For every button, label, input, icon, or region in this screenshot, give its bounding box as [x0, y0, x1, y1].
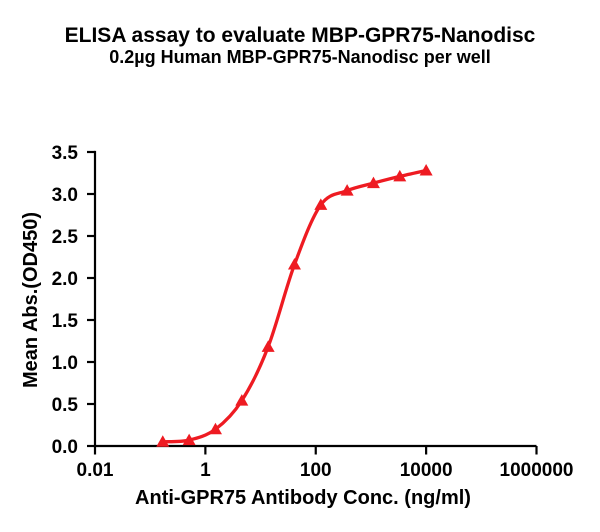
x-tick-label: 100 — [300, 460, 332, 481]
data-point-marker — [208, 422, 222, 435]
y-tick-label: 3.5 — [52, 143, 79, 164]
x-axis-label: Anti-GPR75 Antibody Conc. (ng/ml) — [135, 487, 471, 509]
y-tick-label: 0.5 — [52, 395, 79, 416]
data-point-marker — [419, 163, 433, 176]
chart-subtitle: 0.2µg Human MBP-GPR75-Nanodisc per well — [109, 47, 491, 67]
axis-lines — [93, 150, 537, 448]
y-tick-label: 3.0 — [52, 185, 78, 206]
y-tick-label: 2.0 — [52, 269, 78, 290]
data-point-marker — [287, 258, 301, 270]
data-point-marker — [314, 198, 328, 210]
x-tick-label: 1 — [200, 460, 211, 481]
x-tick-label: 1000000 — [500, 460, 574, 481]
x-tick-label: 10000 — [400, 460, 453, 481]
y-axis-label: Mean Abs.(OD450) — [20, 212, 42, 388]
y-tick-label: 1.0 — [52, 353, 78, 374]
chart-title: ELISA assay to evaluate MBP-GPR75-Nanodi… — [64, 24, 536, 47]
y-tick-label: 2.5 — [52, 227, 79, 248]
data-point-marker — [393, 169, 407, 182]
fit-curve — [161, 168, 428, 444]
data-point-marker — [340, 184, 354, 196]
data-point-marker — [366, 176, 380, 189]
data-point-marker — [182, 433, 196, 446]
x-tick-label: 0.01 — [77, 460, 114, 481]
data-point-marker — [156, 435, 170, 447]
y-tick-label: 0.0 — [52, 437, 78, 458]
y-tick-label: 1.5 — [52, 311, 79, 332]
data-point-marker — [235, 394, 249, 406]
data-point-marker — [261, 340, 275, 352]
